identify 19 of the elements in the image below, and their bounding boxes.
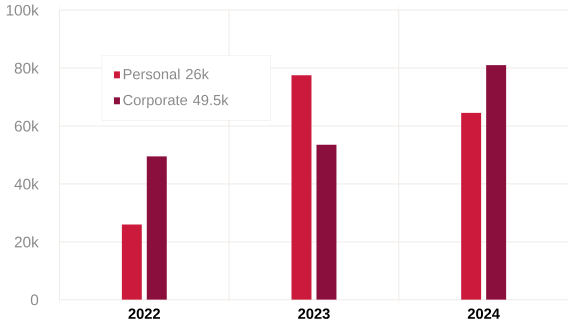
y-tick-label: 100k	[6, 4, 39, 16]
x-tick-label: 2023	[298, 308, 330, 320]
x-tick-label: 2024	[468, 308, 500, 319]
legend-label: Personal	[124, 68, 180, 80]
legend-label: Corporate	[123, 95, 188, 108]
x-tick-label: 2022	[128, 308, 160, 319]
y-tick-label: 20k	[14, 236, 39, 248]
y-tick-label: 80k	[14, 62, 39, 74]
annotation: 26k	[186, 68, 209, 80]
annotation: 49.5k	[192, 94, 229, 106]
bar	[486, 65, 506, 300]
bar	[291, 75, 312, 300]
bar	[146, 156, 167, 300]
bar	[461, 113, 482, 300]
y-tick-label: 0	[30, 294, 38, 306]
bar	[316, 144, 336, 300]
y-tick-label: 60k	[14, 120, 39, 132]
y-tick-label: 40k	[14, 178, 39, 190]
bar	[122, 224, 142, 300]
